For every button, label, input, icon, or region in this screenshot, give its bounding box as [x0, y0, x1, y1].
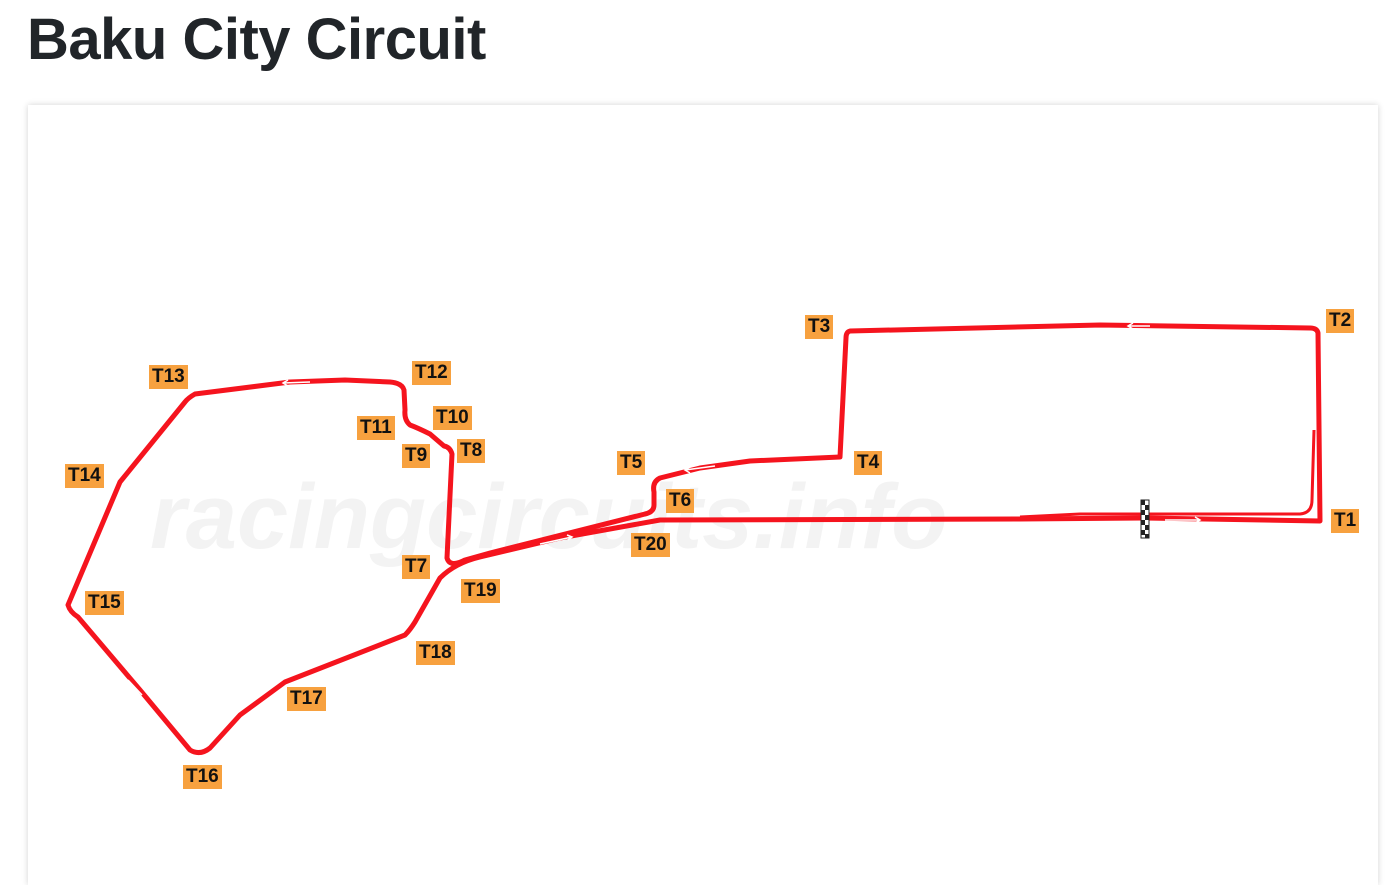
turn-label-t12: T12 — [412, 361, 451, 385]
watermark: racingcircuits.info — [150, 466, 948, 568]
turn-label-t7: T7 — [402, 555, 431, 579]
turn-label-t3: T3 — [805, 315, 834, 339]
circuit-map: racingcircuits.info — [65, 322, 1323, 756]
turn-label-t4: T4 — [854, 451, 883, 475]
turn-label-t10: T10 — [433, 406, 472, 430]
turn-label-t9: T9 — [402, 444, 431, 468]
pit-lane — [1019, 429, 1316, 519]
turn-label-t11: T11 — [357, 416, 395, 440]
turn-label-t14: T14 — [65, 464, 104, 488]
turn-label-t1: T1 — [1331, 509, 1360, 533]
turn-label-t19: T19 — [461, 579, 500, 603]
turn-label-t8: T8 — [457, 439, 486, 463]
turn-label-t15: T15 — [85, 591, 124, 615]
turn-label-t6: T6 — [666, 489, 695, 513]
turn-label-t13: T13 — [149, 365, 188, 389]
direction-arrows — [127, 322, 1202, 696]
turn-label-t18: T18 — [416, 641, 455, 665]
turn-label-t16: T16 — [183, 765, 222, 789]
turn-label-t5: T5 — [617, 451, 646, 475]
track-line — [65, 322, 1323, 756]
turn-label-t2: T2 — [1326, 309, 1355, 333]
turn-label-t17: T17 — [287, 687, 326, 711]
start-finish-line — [1140, 499, 1150, 539]
page-title: Baku City Circuit — [27, 7, 486, 72]
circuit-map-card — [28, 105, 1378, 885]
turn-label-t20: T20 — [631, 533, 670, 557]
